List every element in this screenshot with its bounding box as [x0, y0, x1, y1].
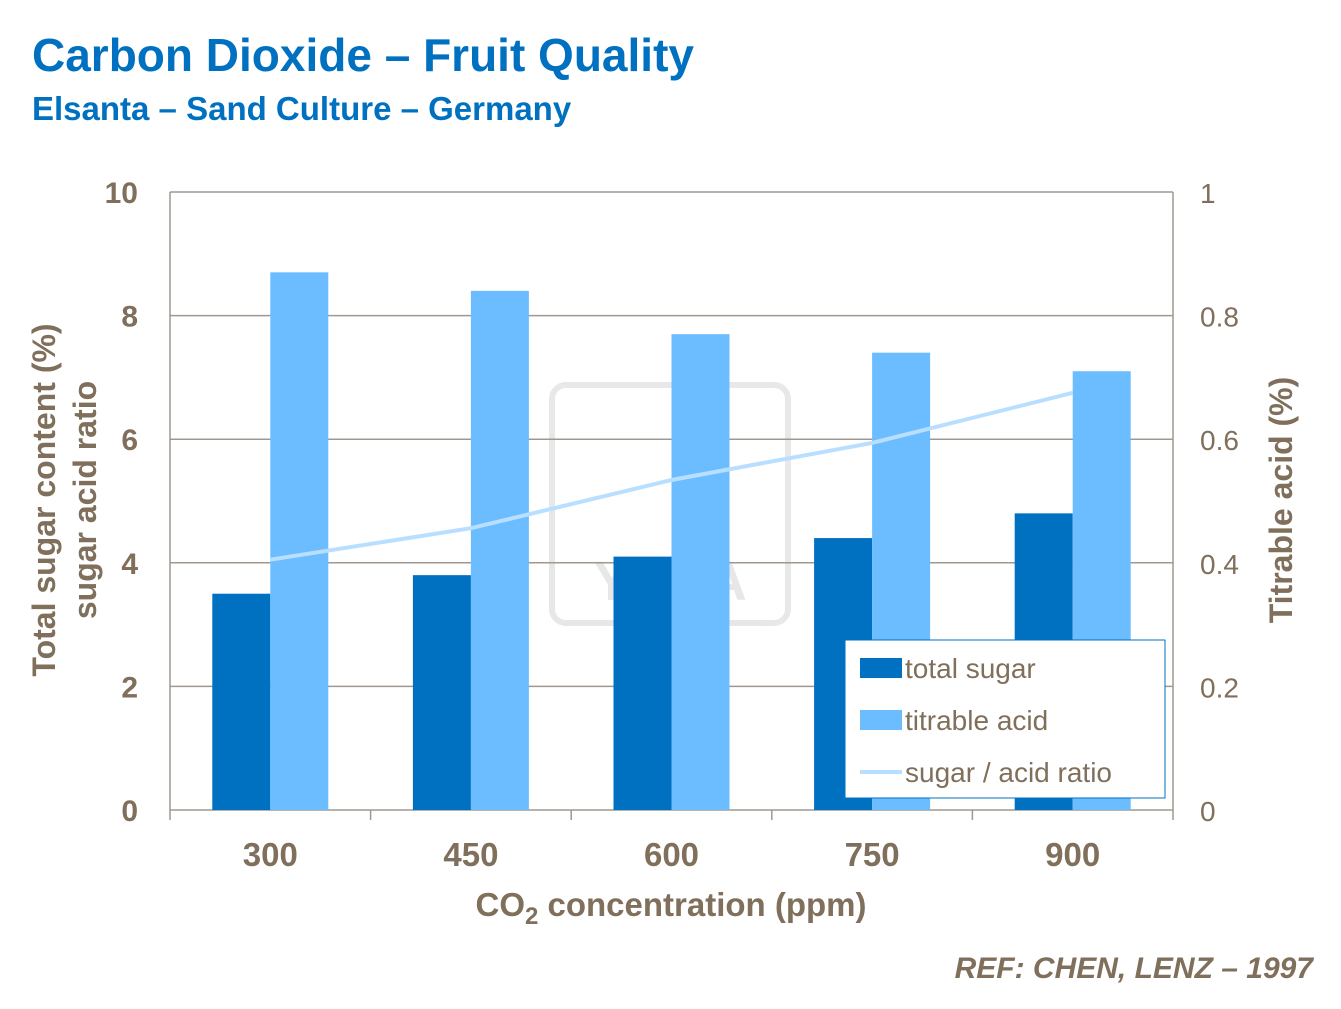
bar-total-sugar [212, 593, 271, 810]
y2-axis-label: Titrable acid (%) [1263, 377, 1299, 624]
legend-label: sugar / acid ratio [905, 757, 1112, 788]
bar-titrable-acid [470, 290, 529, 810]
y-tick-label: 4 [121, 548, 138, 581]
x-tick-label: 900 [1045, 836, 1100, 873]
y2-tick-label: 0.2 [1200, 672, 1239, 703]
y-tick-label: 2 [121, 671, 138, 704]
y2-tick-label: 0.8 [1200, 302, 1239, 333]
legend-label: titrable acid [905, 705, 1048, 736]
chart-title: Carbon Dioxide – Fruit Quality [32, 29, 694, 81]
reference-text: REF: CHEN, LENZ – 1997 [954, 952, 1313, 985]
x-tick-label: 450 [443, 836, 498, 873]
y-tick-label: 8 [121, 301, 138, 334]
bar-total-sugar [613, 556, 672, 810]
x-tick-label: 300 [243, 836, 298, 873]
x-axis-label: CO2 concentration (ppm) [475, 886, 866, 930]
legend-swatch [860, 710, 902, 730]
y-tick-label: 6 [121, 424, 138, 457]
bar-titrable-acid [270, 272, 329, 811]
y2-tick-label: 0.6 [1200, 425, 1239, 456]
line-sugar-acid-ratio [269, 390, 1074, 562]
bar-titrable-acid [671, 334, 730, 810]
y-axis-label-line2: sugar acid ratio [67, 381, 103, 619]
y2-tick-label: 1 [1200, 178, 1216, 209]
y-tick-label: 10 [105, 177, 138, 210]
chart-subtitle: Elsanta – Sand Culture – Germany [32, 90, 572, 127]
legend-swatch [860, 658, 902, 678]
y-tick-label: 0 [121, 795, 138, 828]
x-tick-label: 750 [845, 836, 900, 873]
legend-label: total sugar [905, 653, 1036, 684]
y2-tick-label: 0 [1200, 796, 1216, 827]
y2-tick-label: 0.4 [1200, 549, 1239, 580]
bar-total-sugar [412, 575, 471, 810]
y-axis-label-line1: Total sugar content (%) [26, 323, 62, 676]
x-tick-label: 600 [644, 836, 699, 873]
